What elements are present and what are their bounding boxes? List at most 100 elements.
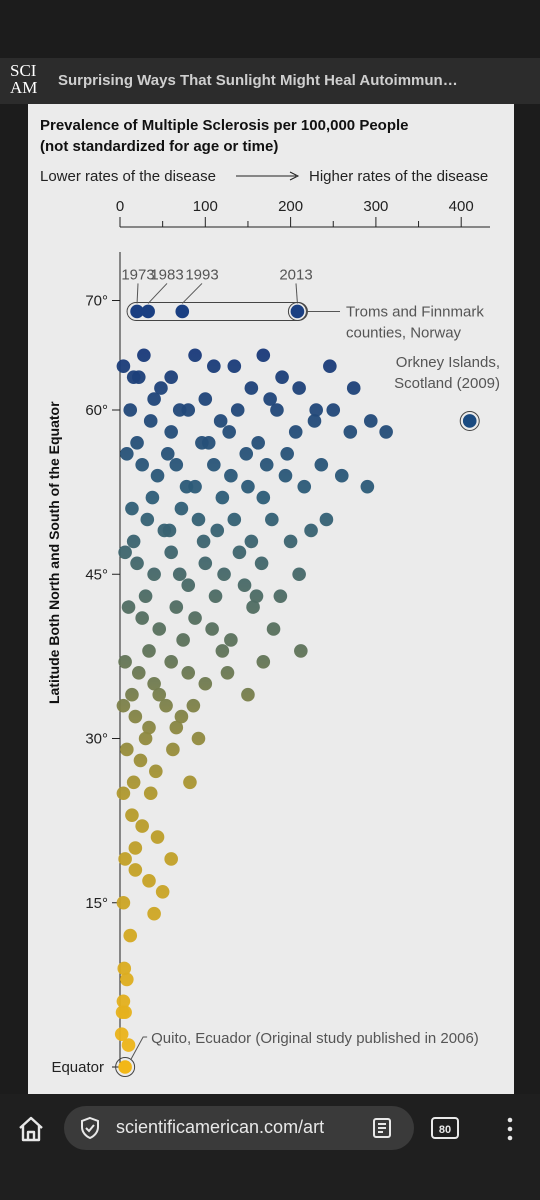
address-bar[interactable]: scientificamerican.com/art <box>64 1106 414 1150</box>
tabs-icon[interactable]: 80 <box>430 1116 460 1140</box>
data-point <box>126 775 141 790</box>
troms-year-label: 2013 <box>279 266 312 283</box>
data-point <box>294 644 308 658</box>
troms-year-label: 1983 <box>150 266 183 283</box>
data-point <box>346 381 361 395</box>
data-point <box>125 808 139 822</box>
data-point <box>273 589 288 603</box>
data-point <box>215 644 230 658</box>
quito-point <box>118 1060 132 1074</box>
data-point <box>138 589 153 603</box>
data-point <box>123 928 138 943</box>
data-point <box>249 589 264 603</box>
y-tick-label: 45° <box>85 566 108 583</box>
data-point <box>179 479 194 494</box>
data-point <box>138 731 153 746</box>
quito-leader-line <box>130 1036 148 1060</box>
data-point <box>114 1027 129 1041</box>
data-point <box>263 392 277 406</box>
article-title[interactable]: Surprising Ways That Sunlight Might Heal… <box>58 72 458 89</box>
reader-mode-icon[interactable] <box>370 1116 394 1140</box>
data-point <box>120 447 134 461</box>
data-point <box>198 556 213 571</box>
data-point <box>147 906 161 921</box>
data-point <box>152 687 167 702</box>
data-point <box>198 676 213 691</box>
data-point <box>126 534 141 549</box>
data-point <box>270 403 284 417</box>
data-point <box>131 666 146 680</box>
data-point <box>191 512 206 527</box>
data-point <box>162 523 177 538</box>
more-options-icon[interactable] <box>500 1116 520 1142</box>
article-header: SCI AM Surprising Ways That Sunlight Mig… <box>0 58 540 104</box>
data-point <box>307 414 322 428</box>
data-point <box>207 359 221 373</box>
data-point <box>130 556 144 571</box>
data-point <box>149 764 163 779</box>
url-text[interactable]: scientificamerican.com/art <box>116 1117 325 1137</box>
troms-leader-line <box>147 283 168 304</box>
data-point <box>334 468 349 483</box>
data-point <box>116 359 131 373</box>
data-point <box>116 994 131 1009</box>
data-point <box>254 556 269 571</box>
orkney-annotation-line2: Scotland (2009) <box>394 375 500 392</box>
data-point <box>128 709 143 724</box>
shield-check-icon[interactable] <box>78 1116 102 1140</box>
data-point <box>143 786 158 801</box>
sciam-logo[interactable]: SCI AM <box>10 62 44 96</box>
data-point <box>118 852 132 866</box>
troms-annotation-line1: Troms and Finnmark <box>346 303 484 320</box>
data-point <box>116 698 131 713</box>
data-point <box>244 381 259 395</box>
chart-title: Prevalence of Multiple Sclerosis per 100… <box>40 117 409 134</box>
data-point <box>314 457 329 472</box>
data-point <box>164 655 178 669</box>
home-icon[interactable] <box>16 1114 46 1144</box>
data-point <box>224 468 238 483</box>
chart-panel: Prevalence of Multiple Sclerosis per 100… <box>28 104 514 1094</box>
y-axis-label: Latitude Both North and South of the Equ… <box>46 401 62 704</box>
data-point <box>280 447 294 461</box>
orkney-annotation-line1: Orkney Islands, <box>396 354 500 371</box>
data-point <box>210 523 225 538</box>
data-point <box>191 731 206 746</box>
data-point <box>259 457 274 472</box>
data-point <box>181 666 196 680</box>
data-point <box>213 414 228 428</box>
data-point <box>241 687 255 702</box>
troms-leader-line <box>181 283 203 304</box>
data-point <box>172 403 187 417</box>
data-point <box>297 479 312 494</box>
data-point <box>130 436 144 450</box>
data-point <box>116 786 131 801</box>
data-point <box>131 370 146 384</box>
data-point <box>266 622 281 636</box>
data-point <box>275 370 289 384</box>
data-point <box>208 589 223 603</box>
data-point <box>256 655 271 669</box>
data-point <box>176 633 190 647</box>
data-point <box>343 425 358 439</box>
data-point <box>125 687 139 702</box>
data-point <box>265 512 279 527</box>
data-point <box>174 709 189 724</box>
data-point <box>172 567 187 582</box>
data-point <box>166 742 180 757</box>
x-axis: 0 100 200 300 400 <box>116 198 490 228</box>
troms-leader-line <box>295 283 298 304</box>
orkney-ring <box>459 410 480 431</box>
data-point <box>140 512 155 527</box>
data-point <box>147 676 161 691</box>
lower-rates-label: Lower rates of the disease <box>40 168 216 185</box>
quito-annotation: Quito, Ecuador (Original study published… <box>151 1030 479 1047</box>
logo-line2: AM <box>10 78 38 97</box>
data-point <box>227 359 242 373</box>
data-point <box>135 611 149 625</box>
data-point <box>147 392 161 406</box>
data-point <box>196 534 211 549</box>
data-point <box>120 972 134 987</box>
troms-year-label: 1973 <box>121 266 154 283</box>
